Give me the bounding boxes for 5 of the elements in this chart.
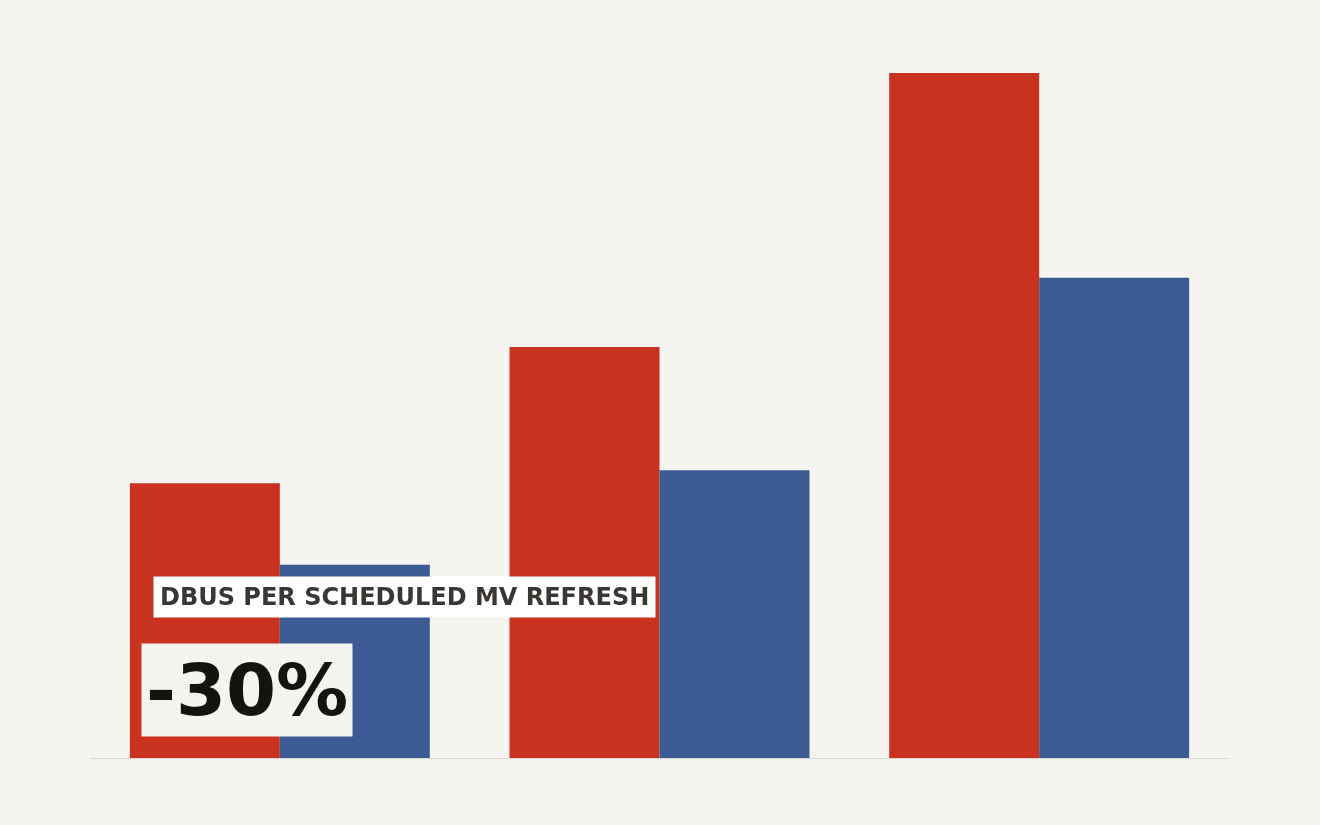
bar [889,73,1040,758]
annotation: -30% [146,648,349,732]
bar [659,470,810,758]
bar [1039,277,1190,758]
annotation: DBUS PER SCHEDULED MV REFRESH [160,583,650,611]
